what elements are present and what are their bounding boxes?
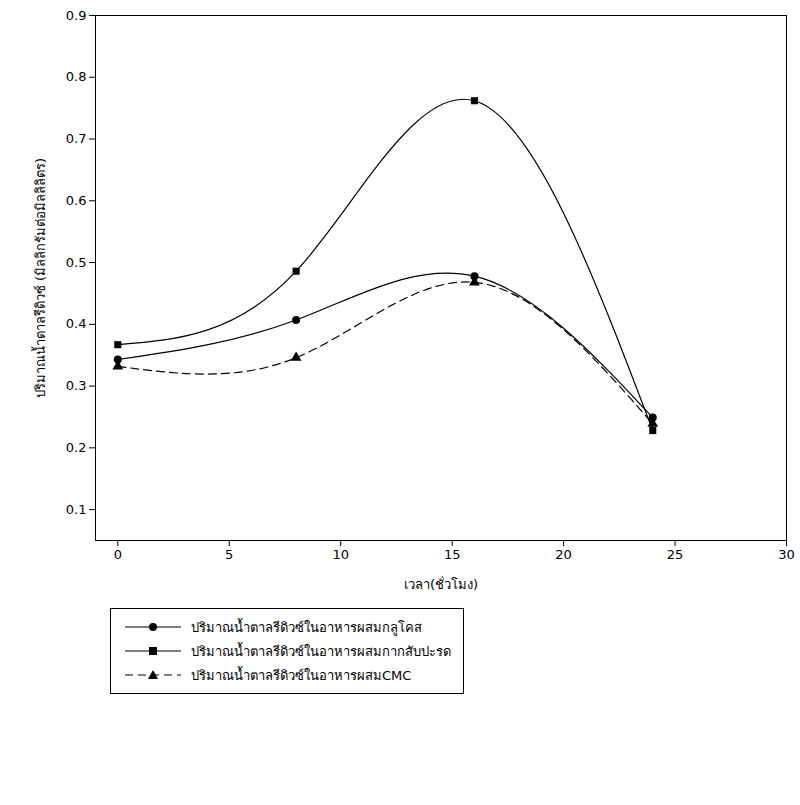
svg-text:0.7: 0.7	[66, 131, 87, 146]
svg-text:0.4: 0.4	[66, 316, 87, 331]
svg-text:0.3: 0.3	[66, 378, 87, 393]
svg-text:20: 20	[555, 547, 572, 562]
svg-text:30: 30	[778, 547, 795, 562]
svg-text:0.1: 0.1	[66, 502, 87, 517]
svg-text:0.6: 0.6	[66, 193, 87, 208]
svg-text:0: 0	[114, 547, 122, 562]
svg-text:เวลา(ชั่วโมง): เวลา(ชั่วโมง)	[404, 576, 478, 592]
svg-text:0.9: 0.9	[66, 8, 87, 23]
svg-text:0.8: 0.8	[66, 69, 87, 84]
html-text:ปริมาณน้ำตาลรีดิวซ์ในอาหารผสมก: ปริมาณน้ำตาลรีดิวซ์ในอาหารผสมกากสับปะรด	[191, 643, 451, 659]
html-text:ปริมาณน้ำตาลรีดิวซ์ในอาหารผสมก: ปริมาณน้ำตาลรีดิวซ์ในอาหารผสมกลูโคส	[191, 619, 422, 635]
svg-text:5: 5	[225, 547, 233, 562]
svg-text:0.5: 0.5	[66, 255, 87, 270]
svg-text:0.2: 0.2	[66, 440, 87, 455]
svg-text:10: 10	[332, 547, 349, 562]
svg-text:ปริมาณน้ำตาลรีดิวซ์ (มิลลิกรัม: ปริมาณน้ำตาลรีดิวซ์ (มิลลิกรัมต่อมิลลิลิ…	[31, 158, 48, 398]
svg-text:25: 25	[667, 547, 684, 562]
html-text:ปริมาณน้ำตาลรีดิวซ์ในอาหารผสมC: ปริมาณน้ำตาลรีดิวซ์ในอาหารผสมCMC	[191, 667, 412, 683]
svg-text:15: 15	[444, 547, 461, 562]
